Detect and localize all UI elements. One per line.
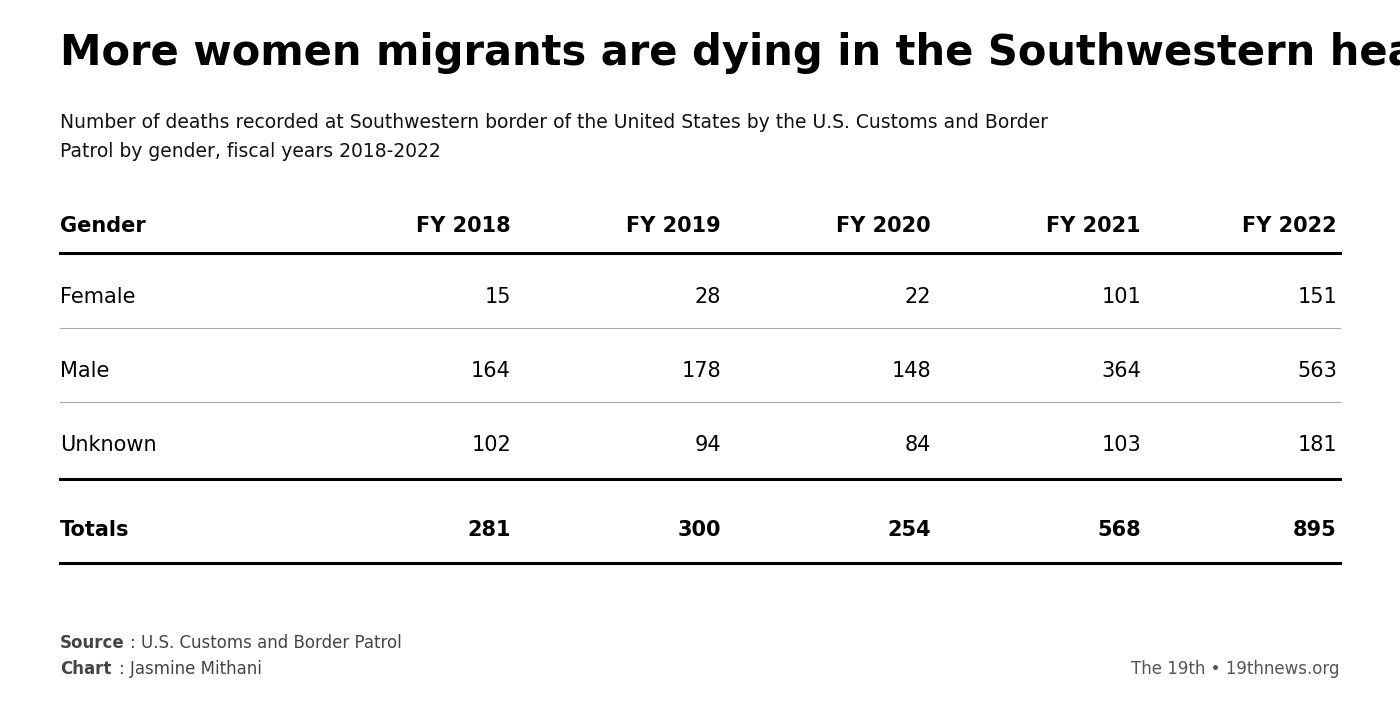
Text: The 19th • 19thnews.org: The 19th • 19thnews.org (1131, 660, 1340, 678)
Text: : U.S. Customs and Border Patrol: : U.S. Customs and Border Patrol (130, 634, 402, 651)
Text: Number of deaths recorded at Southwestern border of the United States by the U.S: Number of deaths recorded at Southwester… (60, 113, 1049, 132)
Text: FY 2021: FY 2021 (1046, 216, 1141, 236)
Text: FY 2019: FY 2019 (626, 216, 721, 236)
Text: 101: 101 (1102, 287, 1141, 307)
Text: FY 2022: FY 2022 (1242, 216, 1337, 236)
Text: Gender: Gender (60, 216, 146, 236)
Text: 568: 568 (1098, 520, 1141, 540)
Text: 164: 164 (472, 361, 511, 381)
Text: 15: 15 (484, 287, 511, 307)
Text: 28: 28 (694, 287, 721, 307)
Text: More women migrants are dying in the Southwestern heat: More women migrants are dying in the Sou… (60, 32, 1400, 74)
Text: 254: 254 (888, 520, 931, 540)
Text: 148: 148 (892, 361, 931, 381)
Text: 364: 364 (1102, 361, 1141, 381)
Text: 84: 84 (904, 435, 931, 455)
Text: 181: 181 (1298, 435, 1337, 455)
Text: Chart: Chart (60, 660, 112, 678)
Text: Female: Female (60, 287, 136, 307)
Text: 103: 103 (1102, 435, 1141, 455)
Text: Patrol by gender, fiscal years 2018-2022: Patrol by gender, fiscal years 2018-2022 (60, 142, 441, 161)
Text: : Jasmine Mithani: : Jasmine Mithani (119, 660, 262, 678)
Text: FY 2020: FY 2020 (836, 216, 931, 236)
Text: 102: 102 (472, 435, 511, 455)
Text: 281: 281 (468, 520, 511, 540)
Text: 22: 22 (904, 287, 931, 307)
Text: 178: 178 (682, 361, 721, 381)
Text: Totals: Totals (60, 520, 130, 540)
Text: 300: 300 (678, 520, 721, 540)
Text: 151: 151 (1298, 287, 1337, 307)
Text: Source: Source (60, 634, 125, 651)
Text: Unknown: Unknown (60, 435, 157, 455)
Text: 94: 94 (694, 435, 721, 455)
Text: Male: Male (60, 361, 109, 381)
Text: 895: 895 (1294, 520, 1337, 540)
Text: FY 2018: FY 2018 (416, 216, 511, 236)
Text: 563: 563 (1298, 361, 1337, 381)
